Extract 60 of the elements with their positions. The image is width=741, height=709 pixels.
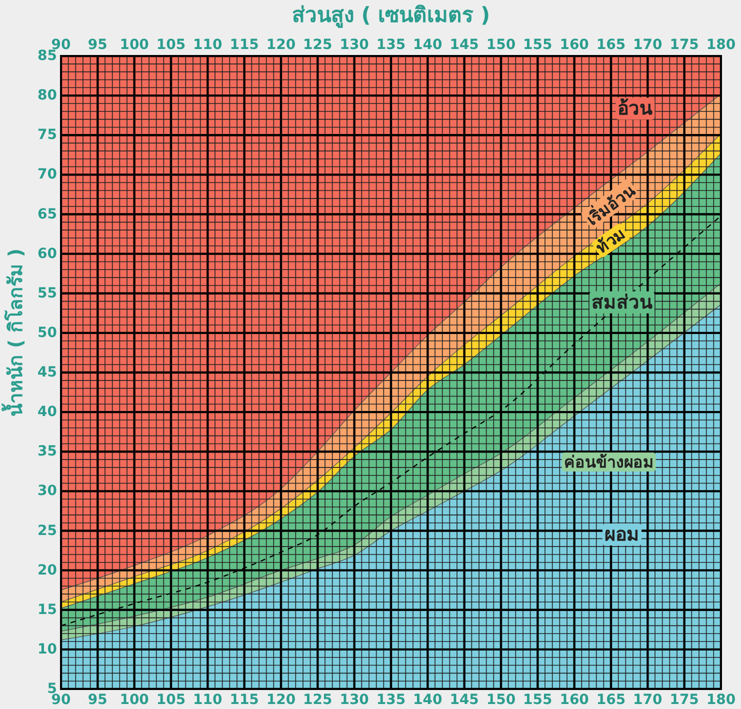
y-tick-label: 70 bbox=[38, 166, 58, 183]
x2-tick-label: 150 bbox=[486, 37, 516, 53]
x-tick-label: 105 bbox=[156, 692, 186, 708]
y-tick-label: 25 bbox=[38, 522, 57, 539]
x-tick-label: 175 bbox=[670, 692, 699, 708]
x2-axis-title: ส่วนสูง ( เซนติเมตร ) bbox=[292, 3, 490, 29]
x-tick-label: 155 bbox=[523, 692, 552, 708]
y-tick-label: 35 bbox=[38, 444, 57, 460]
x-tick-label: 125 bbox=[303, 692, 332, 708]
x-tick-label: 95 bbox=[88, 692, 108, 708]
x-tick-label: 135 bbox=[376, 692, 406, 708]
x2-tick-label: 155 bbox=[523, 37, 552, 53]
y-tick-label: 80 bbox=[38, 88, 58, 104]
x2-tick-label: 160 bbox=[560, 37, 590, 53]
x-tick-label: 145 bbox=[450, 692, 479, 708]
y-tick-label: 30 bbox=[38, 483, 58, 500]
x-tick-label: 180 bbox=[706, 692, 736, 708]
x-tick-label: 165 bbox=[596, 692, 626, 708]
series-label: ผอม bbox=[604, 524, 640, 546]
y-axis-title: น้ำหนัก ( กิโลกรัม ) bbox=[1, 248, 27, 417]
y-tick-label: 10 bbox=[38, 641, 58, 658]
x2-tick-label: 100 bbox=[120, 37, 150, 53]
y-tick-label: 20 bbox=[38, 562, 58, 578]
series-label: อ้วน bbox=[618, 98, 653, 120]
x2-tick-label: 125 bbox=[303, 37, 332, 53]
y-tick-label: 55 bbox=[38, 285, 57, 302]
x-tick-label: 150 bbox=[486, 692, 516, 708]
x-tick-label: 90 bbox=[51, 692, 71, 708]
y-tick-label: 60 bbox=[38, 246, 58, 262]
x2-tick-label: 180 bbox=[706, 37, 736, 53]
x2-tick-label: 110 bbox=[193, 37, 223, 53]
y-tick-label: 45 bbox=[38, 364, 57, 380]
y-tick-label: 50 bbox=[38, 324, 58, 341]
x2-tick-label: 145 bbox=[450, 37, 479, 53]
x-tick-label: 120 bbox=[266, 692, 296, 708]
x2-tick-label: 140 bbox=[413, 37, 443, 53]
x2-tick-label: 120 bbox=[266, 37, 296, 53]
series-label: ท้วม bbox=[592, 224, 629, 258]
x2-tick-label: 130 bbox=[340, 37, 370, 53]
x2-tick-label: 175 bbox=[670, 37, 699, 53]
series-label: ค่อนข้างผอม bbox=[564, 452, 654, 472]
x2-tick-label: 165 bbox=[596, 37, 626, 53]
series-label: สมส่วน bbox=[592, 291, 652, 314]
y-tick-label: 65 bbox=[38, 206, 57, 222]
x2-tick-label: 95 bbox=[88, 37, 108, 53]
x-tick-label: 115 bbox=[230, 692, 259, 708]
x-tick-label: 140 bbox=[413, 692, 443, 708]
x2-tick-label: 115 bbox=[230, 37, 259, 53]
x2-tick-label: 105 bbox=[156, 37, 186, 53]
x-tick-label: 100 bbox=[120, 692, 150, 708]
x-tick-label: 110 bbox=[193, 692, 223, 708]
y-tick-label: 15 bbox=[38, 602, 57, 618]
y-tick-label: 40 bbox=[38, 404, 58, 420]
y-tick-label: 75 bbox=[38, 127, 57, 144]
x-tick-label: 160 bbox=[560, 692, 590, 708]
y-tick-label: 85 bbox=[38, 48, 57, 64]
x-tick-label: 170 bbox=[633, 692, 663, 708]
x2-tick-label: 135 bbox=[376, 37, 406, 53]
x2-tick-label: 170 bbox=[633, 37, 663, 53]
x-tick-label: 130 bbox=[340, 692, 370, 708]
